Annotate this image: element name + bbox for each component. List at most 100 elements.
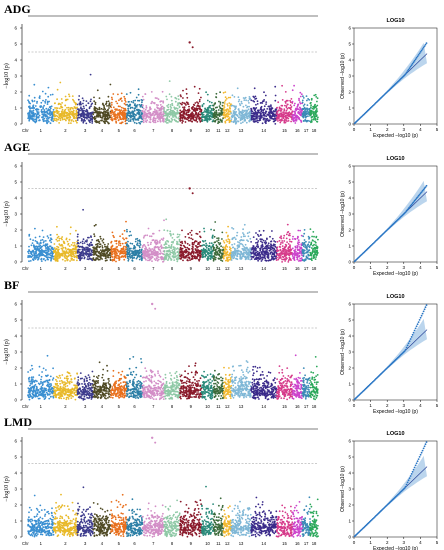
manhattan-point [236,114,239,117]
qq-y-tick-label: 2 [348,90,351,95]
manhattan-point [55,257,58,259]
manhattan-point [171,237,174,239]
manhattan-point [154,249,156,252]
manhattan-point [297,103,300,106]
manhattan-point [210,228,213,231]
manhattan-point [170,107,173,109]
manhattan-point [159,104,162,106]
manhattan-point [242,239,245,242]
manhattan-point [117,109,119,112]
manhattan-point [214,256,217,259]
manhattan-point [76,119,79,121]
manhattan-point [53,243,56,245]
manhattan-title: AGE [4,140,30,154]
manhattan-point [267,242,270,245]
manhattan-point [63,252,66,255]
manhattan-point [101,245,104,247]
manhattan-point [115,246,118,249]
qq-point [405,71,408,74]
manhattan-point [181,229,183,232]
manhattan-point [39,254,42,257]
manhattan-point [172,253,175,256]
manhattan-point [82,238,85,241]
manhattan-point [123,113,126,115]
manhattan-point [141,101,143,104]
manhattan-point [153,121,155,124]
manhattan-point [169,253,172,256]
manhattan-point [269,114,272,117]
manhattan-point [173,239,176,241]
manhattan-point [50,250,53,253]
manhattan-point [196,249,198,251]
manhattan-point [236,87,239,90]
manhattan-point [248,251,251,254]
manhattan-y-tick-label: 6 [14,164,17,169]
manhattan-point [104,245,106,248]
manhattan-point [76,121,78,124]
manhattan-point [80,117,83,120]
manhattan-point [263,105,266,108]
manhattan-point [91,122,94,124]
manhattan-point [151,256,154,259]
manhattan-point [199,249,202,252]
manhattan-point [199,245,201,247]
manhattan-point [77,250,80,253]
manhattan-point [212,259,215,262]
manhattan-point [73,106,76,108]
qq-x-tick-label: 3 [403,127,406,132]
manhattan-point [33,83,36,86]
manhattan-point [65,114,68,117]
manhattan-point [229,107,232,110]
manhattan-point [42,99,44,102]
manhattan-point [82,102,84,105]
manhattan-point [191,112,193,114]
manhattan-point [56,98,58,101]
manhattan-point [194,257,197,259]
manhattan-point [190,255,193,257]
manhattan-point [134,99,137,102]
manhattan-point [298,99,300,102]
qq-y-tick-label: 1 [348,106,351,111]
manhattan-point [88,250,90,253]
manhattan-point [67,122,70,125]
manhattan-point [233,111,236,114]
manhattan-point [124,99,126,102]
manhattan-point [276,115,279,117]
manhattan-point [216,240,218,243]
manhattan-point [180,254,183,257]
manhattan-point [243,99,246,101]
manhattan-y-tick-label: 0 [14,260,17,265]
manhattan-point [145,252,148,255]
manhattan-point [287,117,290,120]
manhattan-point [223,252,226,255]
manhattan-point [220,257,223,259]
manhattan-point [249,113,251,116]
manhattan-point [282,115,285,117]
manhattan-point [82,255,85,257]
manhattan-point [151,260,153,262]
manhattan-point [48,116,51,119]
manhattan-point [253,87,256,90]
manhattan-point [61,258,64,261]
manhattan-point [239,243,242,245]
manhattan-point [264,240,267,242]
manhattan-point [243,223,246,226]
manhattan-point [119,249,122,252]
manhattan-point [132,101,135,104]
qq-y-tick-label: 5 [348,42,351,47]
manhattan-point [69,108,72,110]
manhattan-point [304,108,307,111]
manhattan-point [128,115,131,118]
manhattan-point [68,251,71,254]
manhattan-point [207,115,210,118]
manhattan-point [224,99,227,102]
manhattan-point [217,239,220,242]
manhattan-point [299,111,302,113]
manhattan-point [159,117,162,119]
manhattan-point [283,109,286,112]
manhattan-point [252,112,254,115]
manhattan-point [47,253,50,255]
qq-x-label: Expected −log10 (p) [373,133,418,139]
manhattan-point [135,257,138,260]
manhattan-point [28,260,30,263]
